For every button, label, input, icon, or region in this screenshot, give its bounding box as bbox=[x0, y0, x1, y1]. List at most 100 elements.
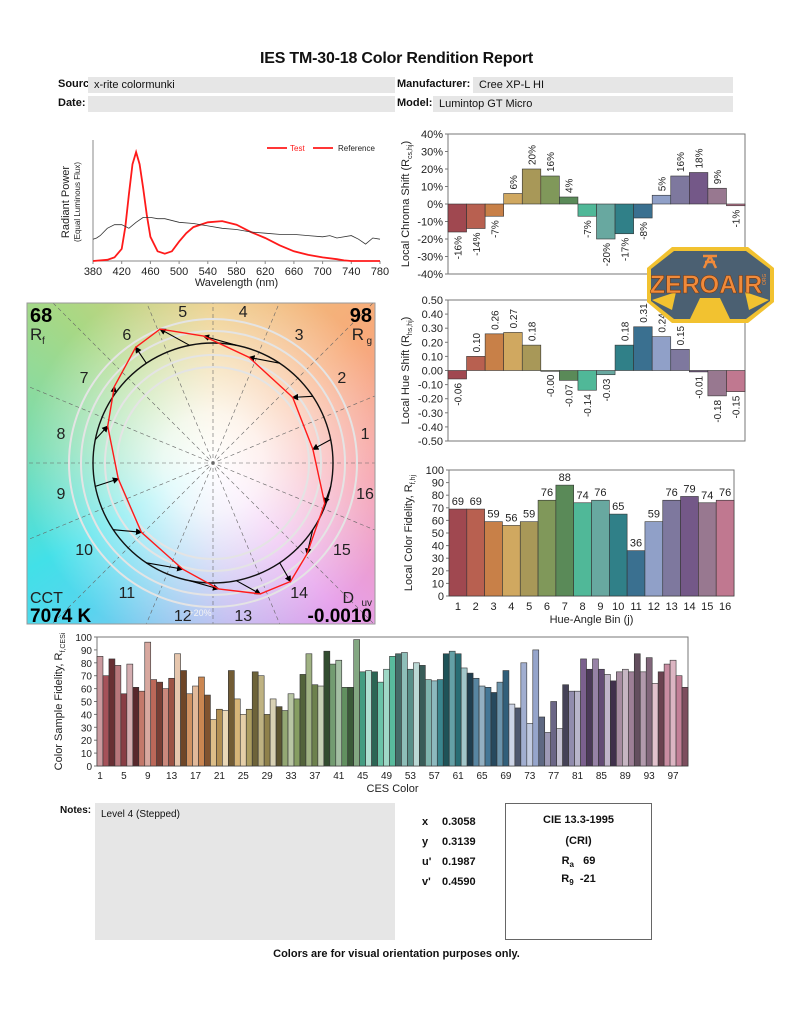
shift-arrow-bin-2 bbox=[291, 393, 313, 401]
bar-85 bbox=[598, 668, 605, 767]
bar-value-label: -0.00 bbox=[546, 374, 557, 397]
bar-value-label: -0.06 bbox=[453, 383, 464, 406]
cvg-plot bbox=[27, 303, 375, 624]
y-axis-label: Radiant Power bbox=[60, 166, 72, 238]
x-tick-label: 5 bbox=[526, 601, 532, 613]
bar-3 bbox=[108, 658, 116, 767]
bin-label: 9 bbox=[57, 486, 66, 503]
bar-9 bbox=[596, 370, 616, 376]
bar-7 bbox=[559, 370, 579, 381]
y-tick-label: 0.40 bbox=[422, 309, 443, 321]
cct-label: CCT bbox=[30, 590, 63, 607]
y-tick-label: 20 bbox=[81, 736, 93, 747]
bar-value-label: 9% bbox=[713, 170, 724, 185]
y-tick-label: 40 bbox=[81, 710, 93, 721]
bar-value-label: 65 bbox=[612, 501, 624, 513]
bin-label: 5 bbox=[178, 304, 187, 321]
bin-label: 16 bbox=[356, 486, 374, 503]
bin-label: 1 bbox=[361, 426, 370, 443]
bin-label: 11 bbox=[119, 585, 136, 602]
bar-value-label: 36 bbox=[630, 538, 642, 550]
y-tick-label: 100 bbox=[426, 465, 444, 477]
bar-value-label: 0.26 bbox=[490, 310, 501, 330]
bar-28 bbox=[257, 675, 265, 767]
x-tick-label: 45 bbox=[357, 771, 369, 782]
bar-62 bbox=[460, 667, 468, 767]
bar-value-label: -0.03 bbox=[602, 378, 613, 401]
zeroair-logo: ZEROAIR ORG bbox=[647, 247, 774, 323]
x-tick-label: 29 bbox=[262, 771, 274, 782]
report-title: IES TM-30-18 Color Rendition Report bbox=[259, 50, 534, 67]
bar-value-label: -8% bbox=[639, 222, 650, 240]
bar-value-label: -0.14 bbox=[583, 394, 594, 417]
bar-74 bbox=[532, 649, 540, 767]
y-tick-label: 80 bbox=[432, 490, 444, 502]
x-tick-label: 89 bbox=[620, 771, 632, 782]
bar-16 bbox=[186, 693, 193, 767]
shift-arrow-bin-1 bbox=[311, 439, 331, 450]
bar-39 bbox=[323, 650, 331, 767]
x-tick-label: 8 bbox=[580, 601, 586, 613]
bar-32 bbox=[281, 710, 289, 767]
x-tick-label: 12 bbox=[648, 601, 660, 613]
bar-55 bbox=[419, 665, 426, 767]
bar-94 bbox=[651, 683, 659, 767]
y-tick-label: 20% bbox=[421, 164, 443, 176]
bar-60 bbox=[448, 650, 456, 767]
shift-arrow-bin-3 bbox=[247, 355, 280, 364]
y-tick-label: 0.20 bbox=[422, 337, 443, 349]
bin-label: 3 bbox=[295, 327, 304, 344]
bar-71 bbox=[514, 707, 522, 767]
rg-value: 98 bbox=[350, 305, 372, 327]
bar-value-label: -0.01 bbox=[695, 375, 706, 398]
y-tick-label: 60 bbox=[432, 515, 444, 527]
y-axis-label: Color Sample Fidelity, Rf,CESi bbox=[53, 632, 67, 770]
x-tick-label: 380 bbox=[84, 266, 102, 278]
bin-label: 14 bbox=[290, 585, 308, 602]
date-label: Date: bbox=[58, 97, 86, 109]
bar-20 bbox=[210, 719, 217, 767]
bar-value-label: -7% bbox=[583, 220, 594, 238]
bin-label: 10 bbox=[75, 542, 93, 559]
x-tick-label: 53 bbox=[405, 771, 417, 782]
y-tick-label: -20% bbox=[417, 234, 443, 246]
duv-value: -0.0010 bbox=[308, 606, 372, 627]
bar-96 bbox=[663, 663, 671, 767]
x-tick-label: 69 bbox=[500, 771, 512, 782]
bar-value-label: -1% bbox=[732, 210, 743, 228]
bar-61 bbox=[454, 653, 462, 767]
y-tick-label: -0.50 bbox=[418, 436, 443, 448]
bar-value-label: -20% bbox=[602, 243, 613, 266]
y-axis-label: Local Color Fidelity, Rf,hj bbox=[403, 474, 417, 591]
x-tick-label: 41 bbox=[333, 771, 345, 782]
x-tick-label: 1 bbox=[455, 601, 461, 613]
hue-shift-chart: 0.500.400.300.200.100.00-0.10-0.20-0.30-… bbox=[400, 295, 746, 448]
bar-value-label: 79 bbox=[683, 483, 695, 495]
y-tick-label: -0.20 bbox=[418, 394, 443, 406]
x-tick-label: 740 bbox=[342, 266, 360, 278]
shift-arrow-bin-5 bbox=[159, 328, 190, 346]
model-field: Lumintop GT Micro bbox=[433, 96, 733, 112]
shift-arrow-bin-6 bbox=[135, 346, 147, 364]
bar-value-label: 74 bbox=[576, 490, 588, 502]
bar-value-label: 6% bbox=[509, 175, 520, 190]
notes-text: Level 4 (Stepped) bbox=[101, 809, 180, 820]
x-tick-label: 57 bbox=[429, 771, 441, 782]
bar-15 bbox=[698, 502, 717, 597]
bar-value-label: 74 bbox=[701, 490, 713, 502]
bar-44 bbox=[353, 639, 360, 767]
spectrum-chart: 380 420 460 500 540 580 620 660 700 740 780 Wavelen… bbox=[60, 140, 389, 289]
bar-65 bbox=[478, 685, 486, 767]
bar-51 bbox=[395, 653, 402, 767]
bar-75 bbox=[538, 716, 546, 767]
bar-46 bbox=[365, 670, 372, 767]
bar-value-label: 69 bbox=[470, 496, 482, 508]
bar-7 bbox=[132, 687, 140, 767]
bar-13 bbox=[670, 349, 690, 371]
bar-6 bbox=[540, 175, 560, 205]
y-tick-label: 50 bbox=[81, 698, 93, 709]
bar-value-label: 76 bbox=[719, 487, 731, 499]
test-polygon bbox=[106, 328, 326, 595]
bar-7 bbox=[559, 196, 579, 205]
bin-label: 15 bbox=[333, 542, 351, 559]
